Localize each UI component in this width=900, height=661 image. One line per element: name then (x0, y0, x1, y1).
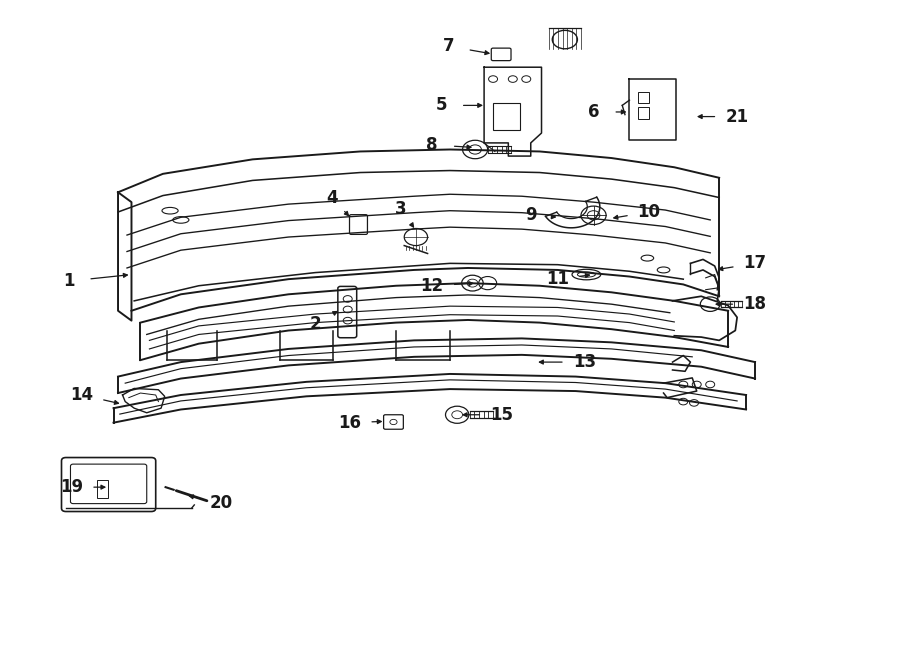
Text: 9: 9 (525, 206, 536, 224)
FancyBboxPatch shape (491, 48, 511, 61)
Text: 1: 1 (63, 272, 75, 290)
Text: 5: 5 (436, 97, 446, 114)
Text: 21: 21 (725, 108, 749, 126)
Bar (97, 480, 108, 498)
Text: 13: 13 (573, 353, 596, 371)
Bar (493, 103, 520, 130)
Text: 15: 15 (491, 406, 514, 424)
Text: 10: 10 (638, 203, 661, 221)
Text: 3: 3 (395, 200, 407, 217)
FancyBboxPatch shape (70, 464, 147, 504)
Text: 14: 14 (70, 386, 94, 404)
Text: 12: 12 (420, 277, 444, 295)
FancyBboxPatch shape (349, 215, 367, 235)
Text: 8: 8 (427, 136, 437, 154)
Text: 6: 6 (588, 103, 599, 121)
Text: 11: 11 (546, 270, 569, 288)
FancyBboxPatch shape (338, 286, 356, 338)
Text: 2: 2 (310, 315, 321, 333)
Text: 18: 18 (743, 295, 767, 313)
FancyBboxPatch shape (61, 457, 156, 512)
Bar (638, 92, 649, 103)
Text: 17: 17 (743, 254, 767, 272)
Text: 7: 7 (443, 37, 454, 55)
FancyBboxPatch shape (383, 414, 403, 429)
Text: 16: 16 (338, 414, 361, 432)
Bar (638, 106, 649, 118)
Text: 20: 20 (210, 494, 233, 512)
Text: 4: 4 (326, 188, 338, 206)
Text: 19: 19 (59, 478, 83, 496)
